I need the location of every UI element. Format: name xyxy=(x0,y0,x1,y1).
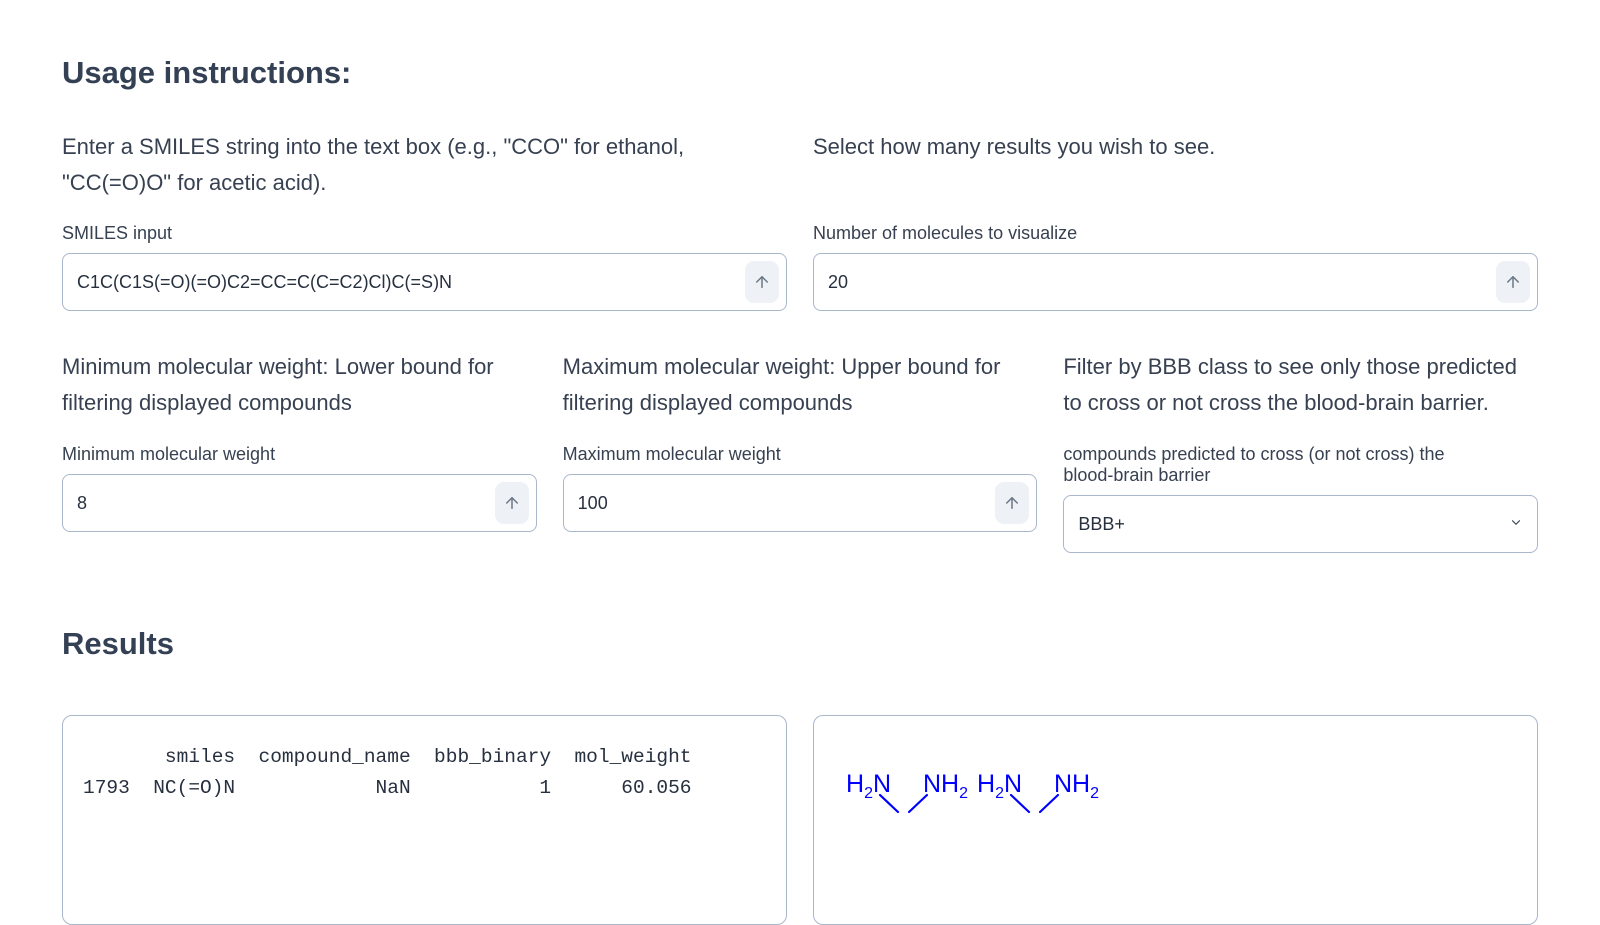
svg-text:NH2: NH2 xyxy=(1054,770,1099,802)
svg-text:NH2: NH2 xyxy=(923,770,968,802)
svg-text:H2N: H2N xyxy=(977,770,1022,802)
svg-text:H2N: H2N xyxy=(846,770,891,802)
